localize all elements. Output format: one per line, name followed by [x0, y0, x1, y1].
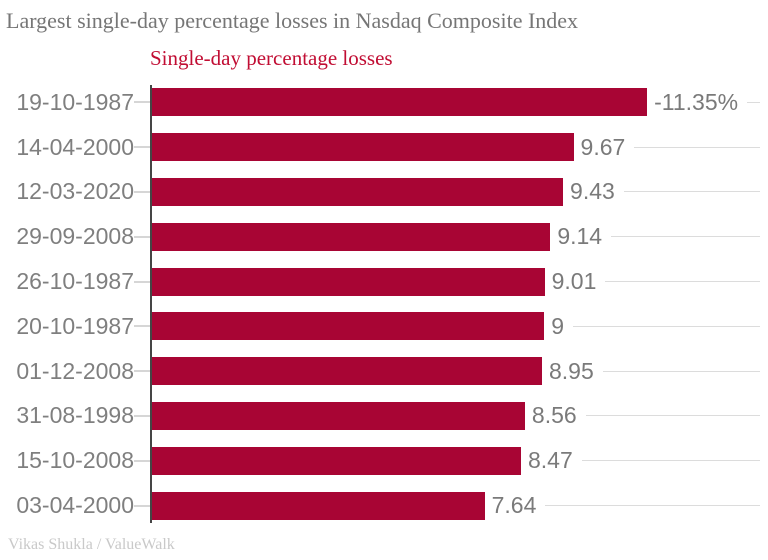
bar-rows: 19-10-1987 -11.35% 14-04-2000 9.67 12-03-202… [0, 80, 768, 528]
value-label: 8.47 [527, 447, 573, 474]
bar-row: 15-10-2008 8.47 [0, 438, 768, 483]
axis-tick [134, 190, 150, 193]
bar-row: 03-04-2000 7.64 [0, 483, 768, 528]
axis-tick [134, 101, 150, 104]
bar [150, 491, 485, 520]
axis-tick [134, 235, 150, 238]
bar [150, 312, 545, 341]
gridline [747, 101, 760, 103]
bar [150, 222, 551, 251]
gridline [572, 325, 760, 327]
category-label: 03-04-2000 [16, 492, 134, 519]
bar-row: 26-10-1987 9.01 [0, 259, 768, 304]
axis-tick [134, 370, 150, 373]
axis-tick [134, 459, 150, 462]
gridline [602, 370, 760, 372]
value-label: 8.95 [549, 357, 594, 384]
category-label: 20-10-1987 [16, 312, 134, 339]
value-label: 9.01 [551, 268, 597, 295]
axis-tick [134, 504, 150, 507]
gridline [611, 236, 760, 238]
category-label: 15-10-2008 [16, 447, 134, 474]
value-label: 8.56 [531, 402, 577, 429]
bar [150, 133, 574, 162]
bar [150, 177, 564, 206]
category-label: 12-03-2020 [16, 178, 134, 205]
value-label: 9 [551, 312, 564, 339]
credit-text: Vikas Shukla / ValueWalk [8, 536, 175, 553]
bar-row: 14-04-2000 9.67 [0, 125, 768, 170]
bar-row: 29-09-2008 9.14 [0, 214, 768, 259]
gridline [605, 281, 760, 283]
gridline [545, 505, 760, 507]
value-label: 9.67 [580, 133, 626, 160]
category-label: 14-04-2000 [16, 133, 134, 160]
value-label: 9.14 [557, 223, 603, 250]
gridline [585, 415, 760, 417]
gridline [623, 191, 760, 193]
gridline [581, 460, 760, 462]
axis-tick [134, 414, 150, 417]
bar-row: 19-10-1987 -11.35% [0, 80, 768, 125]
chart-title: Largest single-day percentage losses in … [6, 8, 579, 33]
category-label: 19-10-1987 [16, 88, 134, 115]
bar-row: 12-03-2020 9.43 [0, 170, 768, 215]
plot-area: 19-10-1987 -11.35% 14-04-2000 9.67 12-03-202… [0, 80, 768, 528]
category-label: 31-08-1998 [16, 402, 134, 429]
category-label: 01-12-2008 [16, 357, 134, 384]
bar-row: 20-10-1987 9 [0, 304, 768, 349]
axis-tick [134, 146, 150, 149]
axis-tick [134, 325, 150, 328]
bar [150, 267, 545, 296]
chart-subtitle: Single-day percentage losses [150, 46, 393, 70]
bar-row: 31-08-1998 8.56 [0, 394, 768, 439]
value-label: -11.35% [654, 88, 739, 115]
axis-tick [134, 280, 150, 283]
category-label: 26-10-1987 [16, 268, 134, 295]
bar [150, 88, 648, 117]
category-label: 29-09-2008 [16, 223, 134, 250]
bar [150, 357, 542, 386]
gridline [634, 146, 760, 148]
bar [150, 401, 525, 430]
y-axis-line [150, 85, 152, 523]
value-label: 9.43 [570, 178, 615, 205]
bar [150, 446, 521, 475]
value-label: 7.64 [491, 492, 537, 519]
bar-row: 01-12-2008 8.95 [0, 349, 768, 394]
